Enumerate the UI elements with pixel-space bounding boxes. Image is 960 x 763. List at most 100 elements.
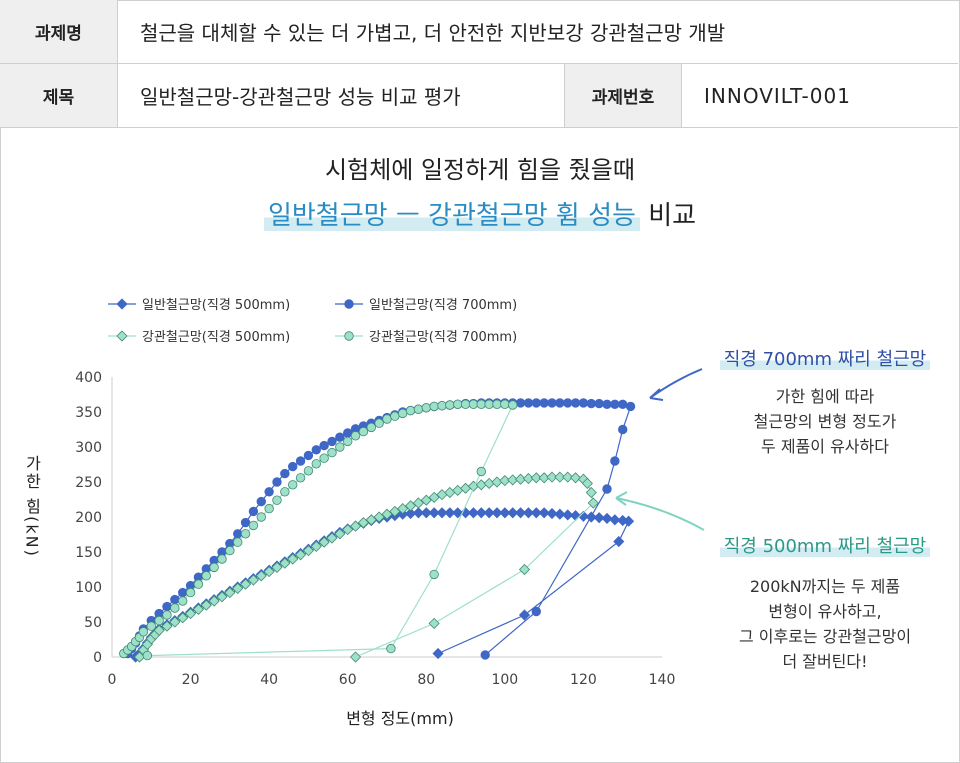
data-point xyxy=(224,587,236,599)
data-point xyxy=(613,535,625,548)
x-tick-label: 100 xyxy=(491,672,518,688)
project-value: 철근을 대체할 수 있는 더 가볍고, 더 안전한 지반보강 강관철근망 개발 xyxy=(140,21,726,45)
data-point xyxy=(625,401,636,412)
data-point xyxy=(547,398,557,408)
data-point xyxy=(507,507,519,519)
data-point xyxy=(280,487,290,497)
data-point xyxy=(138,627,149,637)
data-point xyxy=(358,426,369,437)
data-point xyxy=(436,507,448,519)
data-point xyxy=(233,529,243,539)
data-point xyxy=(602,484,612,494)
data-point xyxy=(476,466,486,477)
legend-label: 일반철근망(직경 700mm) xyxy=(369,298,517,313)
data-point xyxy=(610,399,620,410)
data-point xyxy=(256,512,266,522)
data-point xyxy=(335,432,345,442)
data-point xyxy=(200,599,212,611)
data-point xyxy=(255,570,267,582)
data-point xyxy=(523,398,534,408)
annotation-500-line: 그 이후로는 강관철근망이 xyxy=(738,627,912,646)
data-point xyxy=(326,532,338,544)
data-point xyxy=(546,507,558,520)
data-point xyxy=(161,620,173,632)
x-axis-label: 변형 정도(mm) xyxy=(346,709,454,728)
data-point xyxy=(318,536,330,548)
subject-label: 제목 xyxy=(0,64,118,127)
data-point xyxy=(515,398,526,408)
data-point xyxy=(570,472,582,484)
chart-title-highlight: 일반철근망 ㅡ 강관철근망 휨 성능 xyxy=(263,201,640,231)
series-line xyxy=(127,402,632,656)
y-tick-label: 300 xyxy=(75,440,102,456)
data-point xyxy=(256,496,266,507)
data-point xyxy=(452,484,464,496)
data-point xyxy=(468,399,479,410)
data-point xyxy=(460,507,472,519)
data-point xyxy=(618,424,628,435)
data-point xyxy=(491,507,503,519)
data-point xyxy=(618,399,628,410)
data-point xyxy=(546,471,558,483)
data-point xyxy=(452,507,464,519)
data-point xyxy=(310,540,322,552)
data-point xyxy=(412,497,424,509)
annotation-500-body: 200kN까지는 두 제품 변형이 유사하고, 그 이후로는 강관철근망이 더 … xyxy=(690,574,960,674)
data-point xyxy=(319,453,329,463)
data-point xyxy=(185,587,196,598)
annotation-700-line: 두 제품이 유사하다 xyxy=(761,437,889,456)
data-point xyxy=(480,650,490,660)
x-tick-label: 20 xyxy=(182,672,200,688)
data-point xyxy=(142,650,153,661)
data-point xyxy=(429,569,439,580)
data-point xyxy=(366,422,376,433)
y-tick-label: 350 xyxy=(75,405,102,421)
data-point xyxy=(192,603,204,615)
data-point xyxy=(248,520,259,531)
data-point xyxy=(287,553,299,565)
data-point xyxy=(491,476,503,488)
data-point xyxy=(295,473,306,483)
data-point xyxy=(279,557,291,569)
data-point xyxy=(350,431,361,441)
data-point xyxy=(240,517,251,528)
data-point xyxy=(428,617,440,629)
data-point xyxy=(428,507,440,519)
y-tick-label: 100 xyxy=(75,580,102,596)
data-point xyxy=(382,414,392,424)
data-point xyxy=(342,524,354,536)
header-row-project: 과제명 철근을 대체할 수 있는 더 가볍고, 더 안전한 지반보강 강관철근망… xyxy=(0,0,958,64)
arrow-500-head xyxy=(615,491,628,506)
data-point xyxy=(581,477,593,489)
data-point xyxy=(178,596,188,606)
data-point xyxy=(288,461,298,472)
data-point xyxy=(562,471,574,483)
data-point xyxy=(350,520,362,532)
arrow-700-head xyxy=(649,388,664,401)
data-point xyxy=(522,507,534,519)
data-point xyxy=(178,587,188,598)
y-tick-label: 250 xyxy=(75,475,102,491)
data-point xyxy=(280,468,290,479)
data-point xyxy=(272,477,282,487)
data-point xyxy=(248,506,259,517)
data-point xyxy=(264,503,274,514)
data-point xyxy=(208,595,220,607)
data-point xyxy=(327,447,337,458)
data-point xyxy=(483,507,495,519)
data-point xyxy=(365,514,377,526)
data-point xyxy=(594,398,604,409)
data-point xyxy=(397,503,409,515)
data-point xyxy=(201,571,211,581)
series-line xyxy=(135,512,630,658)
annotation-500-line: 더 잘버틴다! xyxy=(782,652,868,671)
legend-marker xyxy=(116,330,128,342)
data-point xyxy=(602,399,612,410)
data-point xyxy=(432,647,444,660)
subject-value: 일반철근망-강관철근망 성능 비교 평가 xyxy=(140,85,461,109)
data-point xyxy=(162,601,172,612)
data-point xyxy=(475,479,487,491)
y-axis-label: 가한 힘(kN) xyxy=(23,455,42,558)
data-point xyxy=(398,408,408,419)
data-point xyxy=(554,508,566,520)
